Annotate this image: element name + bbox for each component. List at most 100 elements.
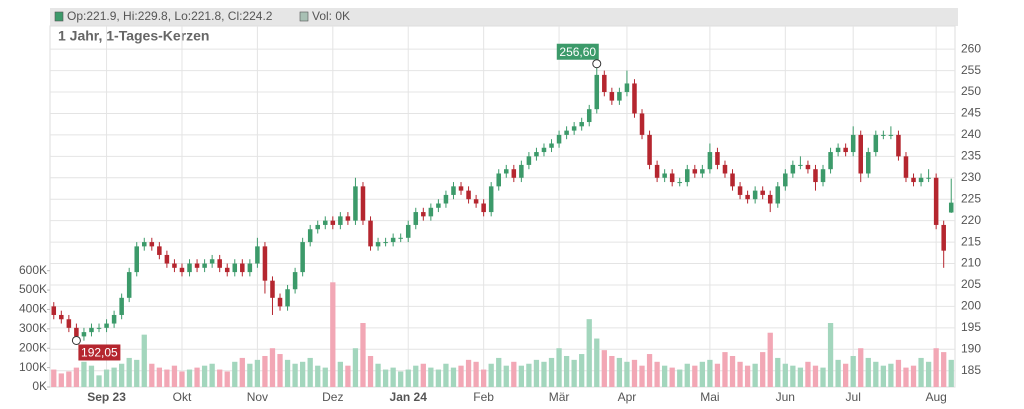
candle-body <box>172 263 177 268</box>
volume-bar <box>443 363 449 387</box>
volume-bar <box>586 319 592 387</box>
candle-body <box>700 169 705 174</box>
volume-bar <box>405 369 411 387</box>
volume-bar <box>134 359 140 387</box>
volume-bars <box>51 282 954 387</box>
candle-body <box>96 327 102 329</box>
candle-body <box>685 169 690 183</box>
plot-border <box>49 25 956 388</box>
annotation-box <box>78 344 121 361</box>
volume-bar <box>925 361 932 387</box>
x-tick-label: Mär <box>549 390 570 404</box>
candle-body <box>436 203 441 208</box>
volume-bar <box>722 352 728 387</box>
candle-body <box>594 74 600 110</box>
candle-body <box>119 297 124 315</box>
candle-body <box>353 186 358 221</box>
y2-tick-label: 600K <box>19 263 47 277</box>
candle-body <box>654 164 660 178</box>
candle-body <box>59 314 64 320</box>
candle-body <box>933 177 939 225</box>
volume-bar <box>398 371 404 387</box>
candle-body <box>383 242 388 244</box>
candle-body <box>526 156 532 165</box>
volume-bar <box>337 361 343 387</box>
candle-body <box>760 190 765 195</box>
volume-bar <box>58 373 64 387</box>
candle-body <box>262 246 268 281</box>
volume-bar <box>119 363 125 387</box>
volume-bar <box>141 334 147 387</box>
candle-body <box>571 126 577 131</box>
volume-bar <box>556 348 562 387</box>
x-tick-label: Apr <box>618 390 637 404</box>
volume-bar <box>775 357 781 387</box>
annotation-marker <box>71 335 81 345</box>
volume-bar <box>737 361 743 387</box>
volume-bar <box>752 363 758 387</box>
volume-bar <box>88 365 95 387</box>
candle-body <box>179 267 185 273</box>
candle-body <box>707 152 713 170</box>
volume-bar <box>111 367 117 387</box>
x-tick-label: Nov <box>247 390 268 404</box>
candle-body <box>948 202 954 213</box>
candle-body <box>602 74 607 93</box>
volume-bar <box>858 348 864 387</box>
candle-body <box>677 182 682 184</box>
candle-body <box>164 254 170 264</box>
candle-body <box>209 259 215 264</box>
volume-bar <box>96 375 102 387</box>
volume-bar <box>428 367 434 387</box>
volume-bar <box>277 354 283 387</box>
candle-body <box>451 186 456 195</box>
volume-bar <box>918 357 924 387</box>
candle-body <box>918 177 924 183</box>
candle-body <box>873 134 879 153</box>
volume-bar <box>692 365 698 387</box>
volume-bar <box>933 348 939 387</box>
volume-bar <box>194 367 200 387</box>
volume-bar <box>948 359 954 387</box>
candle-body <box>398 237 403 239</box>
candle-body <box>421 212 426 217</box>
volume-bar <box>300 361 306 387</box>
x-tick-label: Okt <box>173 390 192 404</box>
volume-bar <box>662 365 668 387</box>
candle-body <box>775 186 781 204</box>
volume-bar <box>594 338 600 387</box>
volume-bar <box>488 363 494 387</box>
x-tick-label: Jun <box>776 390 795 404</box>
candle-body <box>338 216 343 225</box>
volume-bar <box>179 371 185 387</box>
candle-body <box>541 147 547 153</box>
volume-bar <box>790 365 796 387</box>
volume-bar <box>156 367 162 387</box>
candle-body <box>767 194 773 204</box>
volume-bar <box>254 359 261 387</box>
candle-body <box>692 169 698 174</box>
candle-body <box>858 134 863 174</box>
volume-bar <box>51 369 57 387</box>
candle-body <box>556 134 562 144</box>
volume-bar <box>631 359 638 387</box>
volume-bar <box>941 352 947 387</box>
volume-bar <box>639 365 645 387</box>
candle-body <box>790 164 796 174</box>
volume-bar <box>186 369 193 387</box>
candle-body <box>270 280 275 298</box>
volume-bar <box>420 363 426 387</box>
candle-body <box>292 272 298 290</box>
volume-bar <box>684 363 690 387</box>
candle-body <box>285 289 290 307</box>
candle-body <box>345 216 351 221</box>
volume-bar <box>149 363 155 387</box>
candle-body <box>149 242 155 247</box>
y2-tick-label: 100K <box>19 360 47 374</box>
candle-body <box>669 173 675 183</box>
candle-body <box>835 147 841 153</box>
candle-body <box>142 242 147 247</box>
candle-body <box>911 177 916 183</box>
volume-bar <box>812 365 819 387</box>
annotation-box <box>556 43 599 60</box>
